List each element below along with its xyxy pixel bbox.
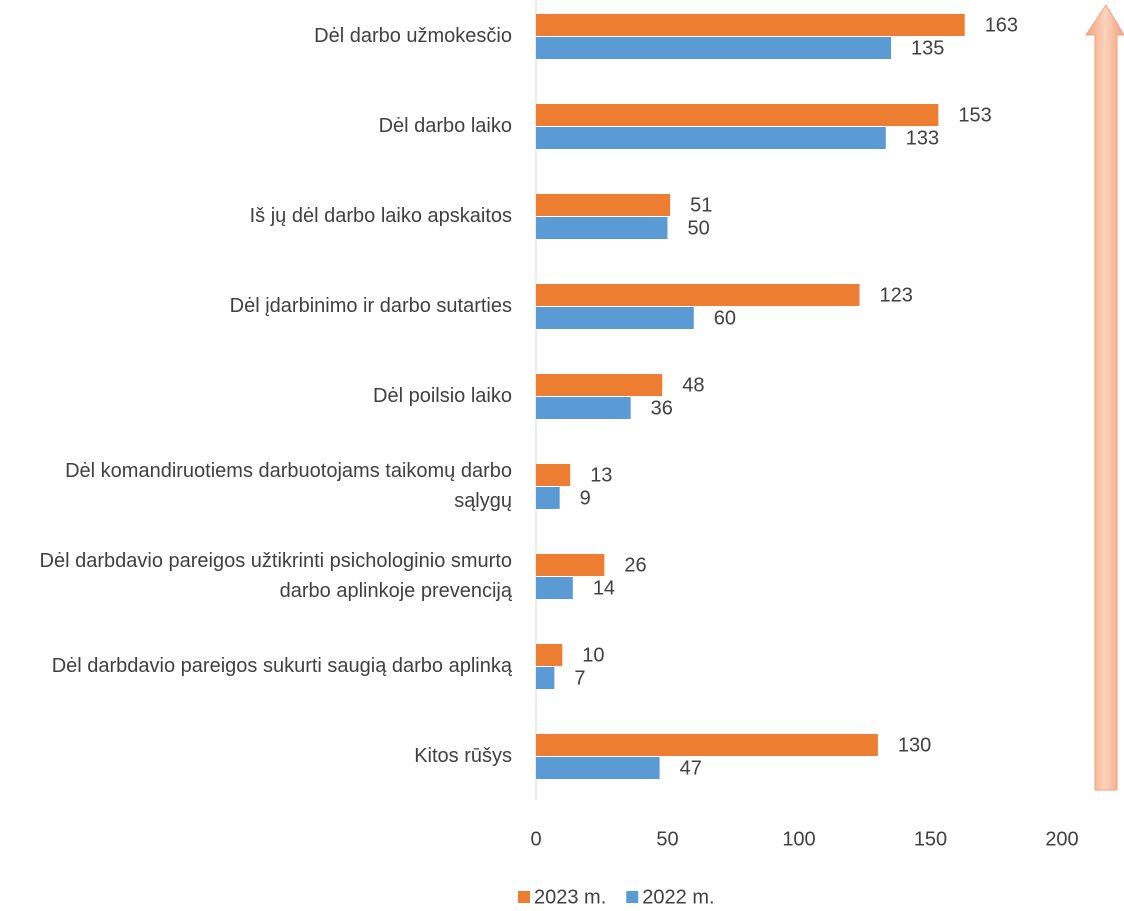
decorative-arrow bbox=[1085, 4, 1124, 791]
bar bbox=[536, 37, 892, 59]
legend-swatch bbox=[626, 891, 639, 903]
bar bbox=[536, 554, 605, 576]
bar bbox=[536, 644, 563, 666]
bar bbox=[536, 104, 939, 126]
data-label: 130 bbox=[898, 734, 931, 756]
data-label: 60 bbox=[714, 307, 736, 329]
bar bbox=[536, 14, 965, 36]
y-tick-label: Iš jų dėl darbo laiko apskaitos bbox=[250, 205, 512, 227]
bar bbox=[536, 217, 668, 239]
data-label: 36 bbox=[651, 397, 673, 419]
legend-label: 2023 m. bbox=[534, 886, 606, 908]
legend-label: 2022 m. bbox=[642, 886, 714, 908]
bar bbox=[536, 464, 571, 486]
data-label: 123 bbox=[879, 284, 912, 306]
data-label: 48 bbox=[682, 374, 704, 396]
bar bbox=[536, 307, 694, 329]
y-tick-label: Kitos rūšys bbox=[414, 745, 512, 767]
data-label: 7 bbox=[574, 667, 585, 689]
data-label: 153 bbox=[958, 104, 991, 126]
data-label: 51 bbox=[690, 194, 712, 216]
data-label: 26 bbox=[624, 554, 646, 576]
bar bbox=[536, 577, 573, 599]
bar bbox=[536, 667, 555, 689]
y-tick-label: Dėl darbdavio pareigos sukurti saugią da… bbox=[52, 655, 513, 677]
y-tick-label: Dėl komandiruotiems darbuotojams taikomų… bbox=[65, 460, 512, 512]
data-label: 14 bbox=[593, 577, 615, 599]
x-tick-label: 50 bbox=[656, 828, 678, 850]
bar bbox=[536, 127, 886, 149]
data-label: 133 bbox=[906, 127, 939, 149]
bar bbox=[536, 194, 671, 216]
bar bbox=[536, 487, 560, 509]
y-tick-label: Dėl poilsio laiko bbox=[373, 385, 512, 407]
data-label: 47 bbox=[680, 757, 702, 779]
x-tick-label: 200 bbox=[1045, 828, 1078, 850]
data-label: 163 bbox=[985, 14, 1018, 36]
y-tick-label: Dėl darbdavio pareigos užtikrinti psicho… bbox=[40, 550, 513, 602]
data-label: 13 bbox=[590, 464, 612, 486]
bar bbox=[536, 397, 631, 419]
data-label: 9 bbox=[580, 487, 591, 509]
x-tick-label: 100 bbox=[782, 828, 815, 850]
data-label: 10 bbox=[582, 644, 604, 666]
bar bbox=[536, 757, 660, 779]
x-tick-label: 0 bbox=[530, 828, 541, 850]
bar bbox=[536, 734, 878, 756]
bar bbox=[536, 374, 663, 396]
legend-swatch bbox=[518, 891, 530, 903]
data-label: 50 bbox=[688, 217, 710, 239]
y-tick-label: Dėl įdarbinimo ir darbo sutarties bbox=[230, 295, 512, 317]
plot-area: 0 50 100 150 200 Dėl darbo užmokesčio 163 135 Dė… bbox=[40, 0, 1079, 908]
y-tick-label: Dėl darbo laiko bbox=[379, 115, 512, 137]
y-tick-label: Dėl darbo užmokesčio bbox=[314, 25, 512, 47]
x-tick-label: 150 bbox=[914, 828, 947, 850]
bar bbox=[536, 284, 860, 306]
data-label: 135 bbox=[911, 37, 944, 59]
